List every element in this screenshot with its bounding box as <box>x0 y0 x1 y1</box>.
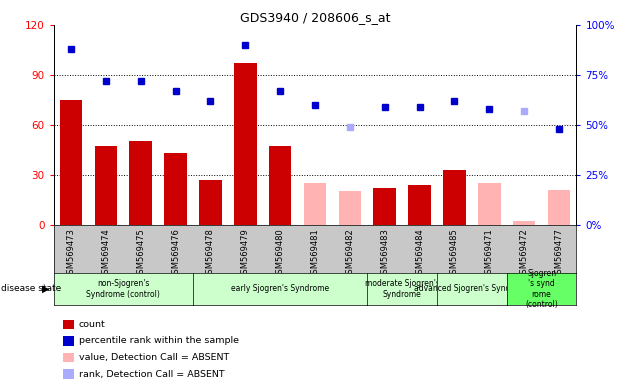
Text: Sjogren
's synd
rome
(control): Sjogren 's synd rome (control) <box>525 269 558 309</box>
Bar <box>94 146 117 225</box>
Text: GSM569471: GSM569471 <box>485 228 494 279</box>
Text: GSM569472: GSM569472 <box>520 228 529 279</box>
Bar <box>304 183 326 225</box>
Title: GDS3940 / 208606_s_at: GDS3940 / 208606_s_at <box>240 11 390 24</box>
Text: GSM569483: GSM569483 <box>381 228 389 279</box>
Bar <box>164 153 187 225</box>
Text: percentile rank within the sample: percentile rank within the sample <box>79 336 239 346</box>
Text: GSM569473: GSM569473 <box>67 228 76 279</box>
Bar <box>338 191 361 225</box>
Text: GSM569481: GSM569481 <box>311 228 319 279</box>
Text: GSM569475: GSM569475 <box>136 228 145 279</box>
Text: GSM569482: GSM569482 <box>345 228 354 279</box>
Text: early Sjogren's Syndrome: early Sjogren's Syndrome <box>231 285 329 293</box>
Bar <box>199 180 222 225</box>
Text: GSM569479: GSM569479 <box>241 228 249 279</box>
Bar <box>478 183 501 225</box>
Bar <box>547 190 570 225</box>
Bar <box>443 170 466 225</box>
Bar <box>60 100 83 225</box>
Text: disease state: disease state <box>1 285 62 293</box>
Text: GSM569484: GSM569484 <box>415 228 424 279</box>
Text: advanced Sjogren's Syndrome: advanced Sjogren's Syndrome <box>414 285 530 293</box>
Bar <box>408 185 431 225</box>
Bar <box>374 188 396 225</box>
Text: moderate Sjogren's
Syndrome: moderate Sjogren's Syndrome <box>365 279 440 299</box>
Text: GSM569476: GSM569476 <box>171 228 180 279</box>
Text: ▶: ▶ <box>42 284 49 294</box>
Bar <box>269 146 292 225</box>
Bar <box>513 221 536 225</box>
Text: value, Detection Call = ABSENT: value, Detection Call = ABSENT <box>79 353 229 362</box>
Text: non-Sjogren's
Syndrome (control): non-Sjogren's Syndrome (control) <box>86 279 160 299</box>
Text: GSM569485: GSM569485 <box>450 228 459 279</box>
Text: GSM569477: GSM569477 <box>554 228 563 279</box>
Text: rank, Detection Call = ABSENT: rank, Detection Call = ABSENT <box>79 369 224 379</box>
Text: count: count <box>79 320 105 329</box>
Text: GSM569474: GSM569474 <box>101 228 110 279</box>
Text: GSM569480: GSM569480 <box>276 228 285 279</box>
Bar <box>234 63 256 225</box>
Bar <box>129 141 152 225</box>
Text: GSM569478: GSM569478 <box>206 228 215 279</box>
